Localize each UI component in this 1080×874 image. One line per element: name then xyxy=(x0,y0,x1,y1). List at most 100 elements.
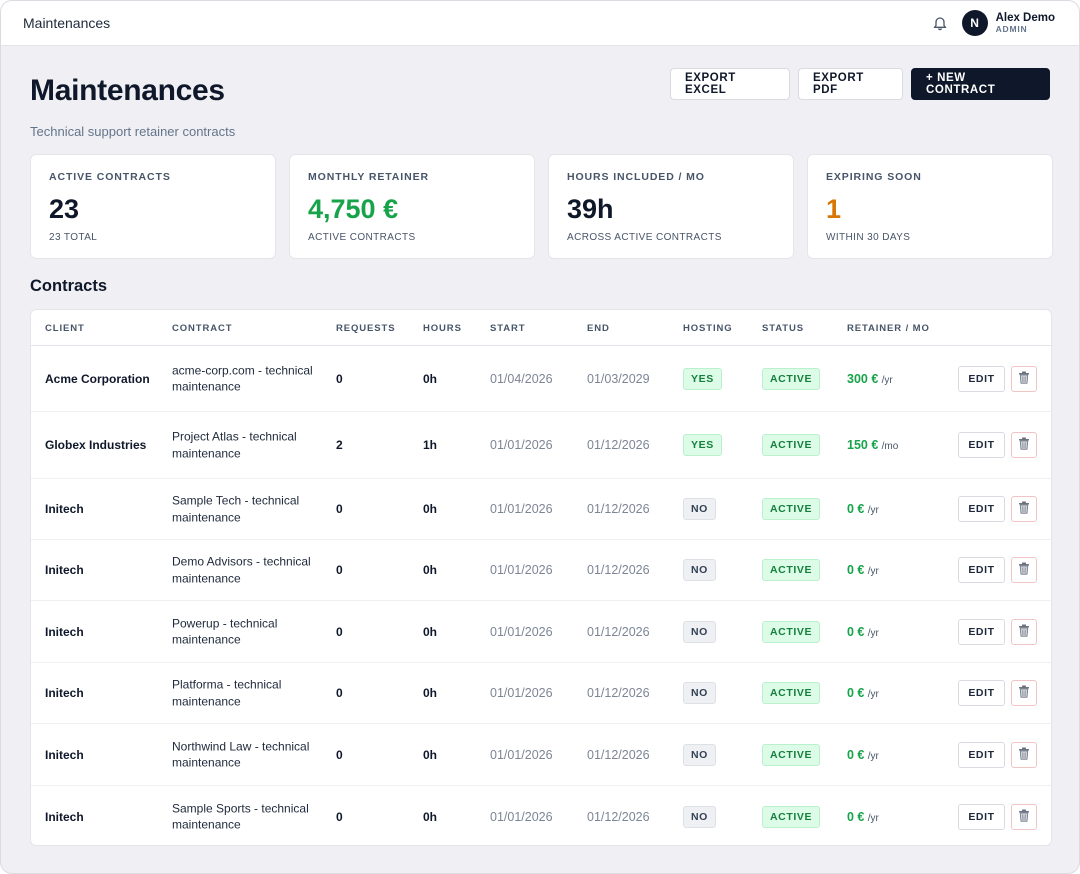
cell-contract[interactable]: Project Atlas - technical maintenance xyxy=(172,429,297,461)
col-client[interactable]: CLIENT xyxy=(45,323,85,334)
cell-hours: 1h xyxy=(423,438,438,452)
cell-contract[interactable]: Northwind Law - technical maintenance xyxy=(172,739,310,770)
table-body: Acme Corporation acme-corp.com - technica… xyxy=(31,346,1051,845)
delete-button[interactable] xyxy=(1011,432,1037,458)
user-info[interactable]: Alex Demo ADMIN xyxy=(996,12,1055,34)
page-header: Maintenances Technical support retainer … xyxy=(30,69,235,139)
cell-retainer: 0 € /yr xyxy=(847,502,879,516)
col-start[interactable]: START xyxy=(490,323,526,334)
cell-contract[interactable]: Platforma - technical maintenance xyxy=(172,677,282,709)
retainer-unit: /yr xyxy=(881,374,893,386)
table-row[interactable]: Initech Sample Sports - technical mainten… xyxy=(31,786,1051,845)
trash-icon xyxy=(1018,437,1030,453)
delete-button[interactable] xyxy=(1011,618,1037,645)
header-actions: EXPORT EXCEL EXPORT PDF + NEW CONTRACT xyxy=(670,68,1050,100)
trash-icon xyxy=(1018,747,1030,763)
cell-end: 01/12/2026 xyxy=(587,563,650,577)
cell-requests: 0 xyxy=(336,747,343,762)
edit-button[interactable]: EDIT xyxy=(958,365,1005,392)
stat-sub: ACROSS ACTIVE CONTRACTS xyxy=(567,232,722,243)
stat-label: HOURS INCLUDED / MO xyxy=(567,171,705,183)
bell-icon[interactable] xyxy=(932,15,948,31)
cell-retainer: 0 € /yr xyxy=(847,625,879,639)
delete-button[interactable] xyxy=(1011,365,1037,392)
new-contract-button[interactable]: + NEW CONTRACT xyxy=(911,68,1050,100)
table-header: CLIENT CONTRACT REQUESTS HOURS START END… xyxy=(31,310,1051,346)
stat-value: 1 xyxy=(826,194,842,224)
col-requests[interactable]: REQUESTS xyxy=(336,323,396,334)
cell-requests: 0 xyxy=(336,686,343,700)
cell-client: Globex Industries xyxy=(45,437,147,452)
cell-retainer: 0 € /yr xyxy=(847,563,879,577)
cell-edit: EDIT xyxy=(958,618,1005,645)
table-row[interactable]: Initech Demo Advisors - technical mainten… xyxy=(31,540,1051,601)
col-hours[interactable]: HOURS xyxy=(423,323,462,334)
status-badge: ACTIVE xyxy=(762,434,821,456)
table-row[interactable]: Initech Sample Tech - technical maintenan… xyxy=(31,479,1051,540)
cell-contract[interactable]: Demo Advisors - technical maintenance xyxy=(172,554,311,586)
cell-contract[interactable]: Sample Sports - technical maintenance xyxy=(172,801,309,832)
edit-button[interactable]: EDIT xyxy=(958,803,1005,830)
cell-end: 01/12/2026 xyxy=(587,747,650,762)
cell-edit: EDIT xyxy=(958,741,1005,768)
avatar[interactable]: N xyxy=(961,10,988,36)
export-pdf-button[interactable]: EXPORT PDF xyxy=(798,68,903,100)
col-end[interactable]: END xyxy=(587,323,610,334)
delete-button[interactable] xyxy=(1011,741,1037,768)
table-row[interactable]: Initech Northwind Law - technical mainten… xyxy=(31,724,1051,786)
col-status[interactable]: STATUS xyxy=(762,323,804,334)
delete-button[interactable] xyxy=(1011,803,1037,830)
cell-retainer: 0 € /yr xyxy=(847,748,879,762)
user-name: Alex Demo xyxy=(995,12,1055,24)
col-contract[interactable]: CONTRACT xyxy=(172,323,233,334)
cell-client: Acme Corporation xyxy=(45,371,150,386)
table-row[interactable]: Initech Powerup - technical maintenance 0 0… xyxy=(31,601,1051,663)
retainer-amount: 0 € xyxy=(847,502,865,516)
page-subtitle: Technical support retainer contracts xyxy=(30,124,236,139)
cell-delete xyxy=(1011,680,1037,706)
topbar-title: Maintenances xyxy=(23,15,111,31)
stat-card: HOURS INCLUDED / MO 39h ACROSS ACTIVE CONT… xyxy=(548,154,794,259)
delete-button[interactable] xyxy=(1011,496,1037,522)
cell-status: ACTIVE xyxy=(762,498,821,520)
retainer-unit: /yr xyxy=(867,750,879,762)
col-hosting[interactable]: HOSTING xyxy=(683,323,733,334)
cell-client: Initech xyxy=(45,562,84,577)
hosting-badge: NO xyxy=(683,805,716,828)
cell-retainer: 0 € /yr xyxy=(847,686,879,700)
delete-button[interactable] xyxy=(1011,680,1037,706)
stat-card: EXPIRING SOON 1 WITHIN 30 DAYS xyxy=(807,154,1053,259)
cell-hosting: NO xyxy=(683,498,716,520)
delete-button[interactable] xyxy=(1011,557,1037,583)
edit-button[interactable]: EDIT xyxy=(958,680,1005,706)
export-excel-button[interactable]: EXPORT EXCEL xyxy=(670,68,790,100)
edit-button[interactable]: EDIT xyxy=(958,496,1005,522)
col-retainer[interactable]: RETAINER / MO xyxy=(847,323,930,334)
trash-icon xyxy=(1018,624,1030,640)
retainer-unit: /yr xyxy=(867,627,879,639)
cell-edit: EDIT xyxy=(958,557,1005,583)
table-row[interactable]: Initech Platforma - technical maintenance… xyxy=(31,663,1051,724)
contracts-section-title: Contracts xyxy=(30,277,108,295)
stat-card: ACTIVE CONTRACTS 23 23 TOTAL xyxy=(30,154,276,259)
cell-client: Initech xyxy=(45,685,84,700)
trash-icon xyxy=(1018,809,1030,825)
cell-requests: 0 xyxy=(336,563,343,577)
table-row[interactable]: Globex Industries Project Atlas - technic… xyxy=(31,412,1051,479)
cell-contract[interactable]: Powerup - technical maintenance xyxy=(172,616,278,647)
edit-button[interactable]: EDIT xyxy=(958,618,1005,645)
cell-status: ACTIVE xyxy=(762,805,821,828)
cell-contract[interactable]: Sample Tech - technical maintenance xyxy=(172,493,300,525)
edit-button[interactable]: EDIT xyxy=(958,741,1005,768)
cell-client: Initech xyxy=(45,501,84,516)
cell-requests: 0 xyxy=(336,809,343,824)
cell-edit: EDIT xyxy=(958,365,1005,392)
cell-hours: 0h xyxy=(423,502,438,516)
edit-button[interactable]: EDIT xyxy=(958,557,1005,583)
cell-contract[interactable]: acme-corp.com - technical maintenance xyxy=(172,363,313,394)
edit-button[interactable]: EDIT xyxy=(958,432,1005,458)
table-row[interactable]: Acme Corporation acme-corp.com - technica… xyxy=(31,346,1051,412)
cell-status: ACTIVE xyxy=(762,367,821,390)
retainer-unit: /yr xyxy=(867,505,879,516)
